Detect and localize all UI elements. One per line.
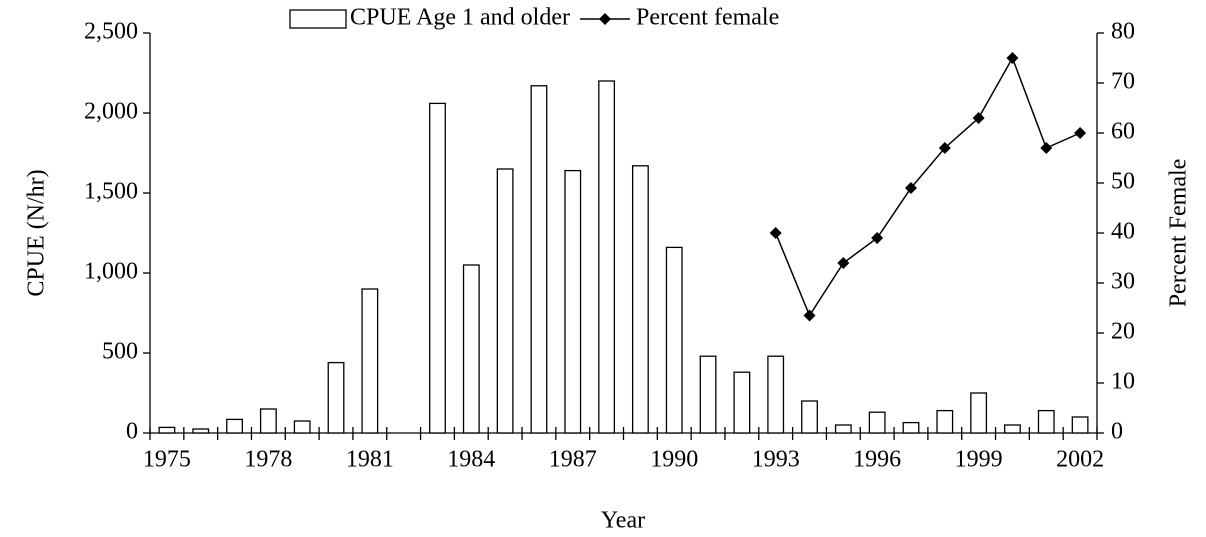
y-tick-label: 1,500 [84,179,138,205]
bar [192,428,210,434]
line-marker [1006,52,1019,64]
bar [226,418,243,434]
y2-tick-label: 70 [1111,69,1135,95]
y2-tick-label: 20 [1111,319,1135,345]
line [775,56,1081,318]
line-marker [803,309,816,322]
bar [496,168,514,434]
bar [429,102,446,434]
x-tick-label: 1987 [549,447,597,473]
y2-tick-label: 80 [1111,19,1135,45]
y-tick-label: 1,000 [84,259,138,285]
legend-label: Percent female [636,5,779,31]
line-marker [769,227,782,239]
y2-tick-label: 50 [1111,169,1135,195]
legend-label: CPUE Age 1 and older [350,5,570,31]
line-marker [972,112,985,124]
x-axis-label: Year [601,508,645,534]
x-tick-label: 1996 [853,447,901,473]
bar [1037,409,1055,434]
x-tick-label: 1990 [650,447,698,473]
x-tick-label: 2002 [1056,447,1104,473]
bar [834,424,852,434]
legend-marker [598,13,611,25]
y2-axis-label: Percent Female [1166,159,1192,308]
x-tick-label: 1978 [244,447,292,473]
bar [936,409,954,434]
line-marker [904,182,917,194]
bar [462,264,480,434]
y2-tick-label: 40 [1111,219,1135,245]
x-tick-label: 1975 [143,447,191,473]
y2-tick-label: 60 [1111,119,1135,145]
line-marker [1074,127,1087,139]
bar [970,392,988,434]
x-tick-label: 1984 [447,447,495,473]
bar [801,400,818,434]
bar [293,420,311,434]
y2-tick-label: 0 [1111,419,1123,445]
bar [1004,424,1021,434]
bar [259,408,277,434]
y2-tick-label: 10 [1111,369,1135,395]
x-tick-label: 1993 [752,447,800,473]
x-tick-label: 1999 [955,447,1003,473]
bar [902,421,920,434]
line-marker [871,232,884,244]
line-marker [837,257,850,269]
bar [665,246,683,434]
y-tick-label: 0 [126,419,138,445]
bar [598,80,616,434]
bar [361,288,379,434]
bar [1071,416,1089,434]
line-marker [1040,142,1053,154]
bar [868,411,886,434]
bar [767,355,785,434]
x-tick-label: 1981 [346,447,394,473]
bar [327,361,345,434]
y2-tick-label: 30 [1111,269,1135,295]
y-tick-label: 2,000 [84,99,138,125]
bar [158,426,176,434]
bar [733,371,751,434]
y-tick-label: 500 [102,339,138,365]
bar [530,85,548,434]
y-axis-label: CPUE (N/hr) [24,169,50,296]
legend-swatch [289,9,347,29]
y-tick-label: 2,500 [84,19,138,45]
bar [631,165,649,434]
bar [699,355,717,434]
bar [564,169,582,434]
line-marker [938,142,951,154]
